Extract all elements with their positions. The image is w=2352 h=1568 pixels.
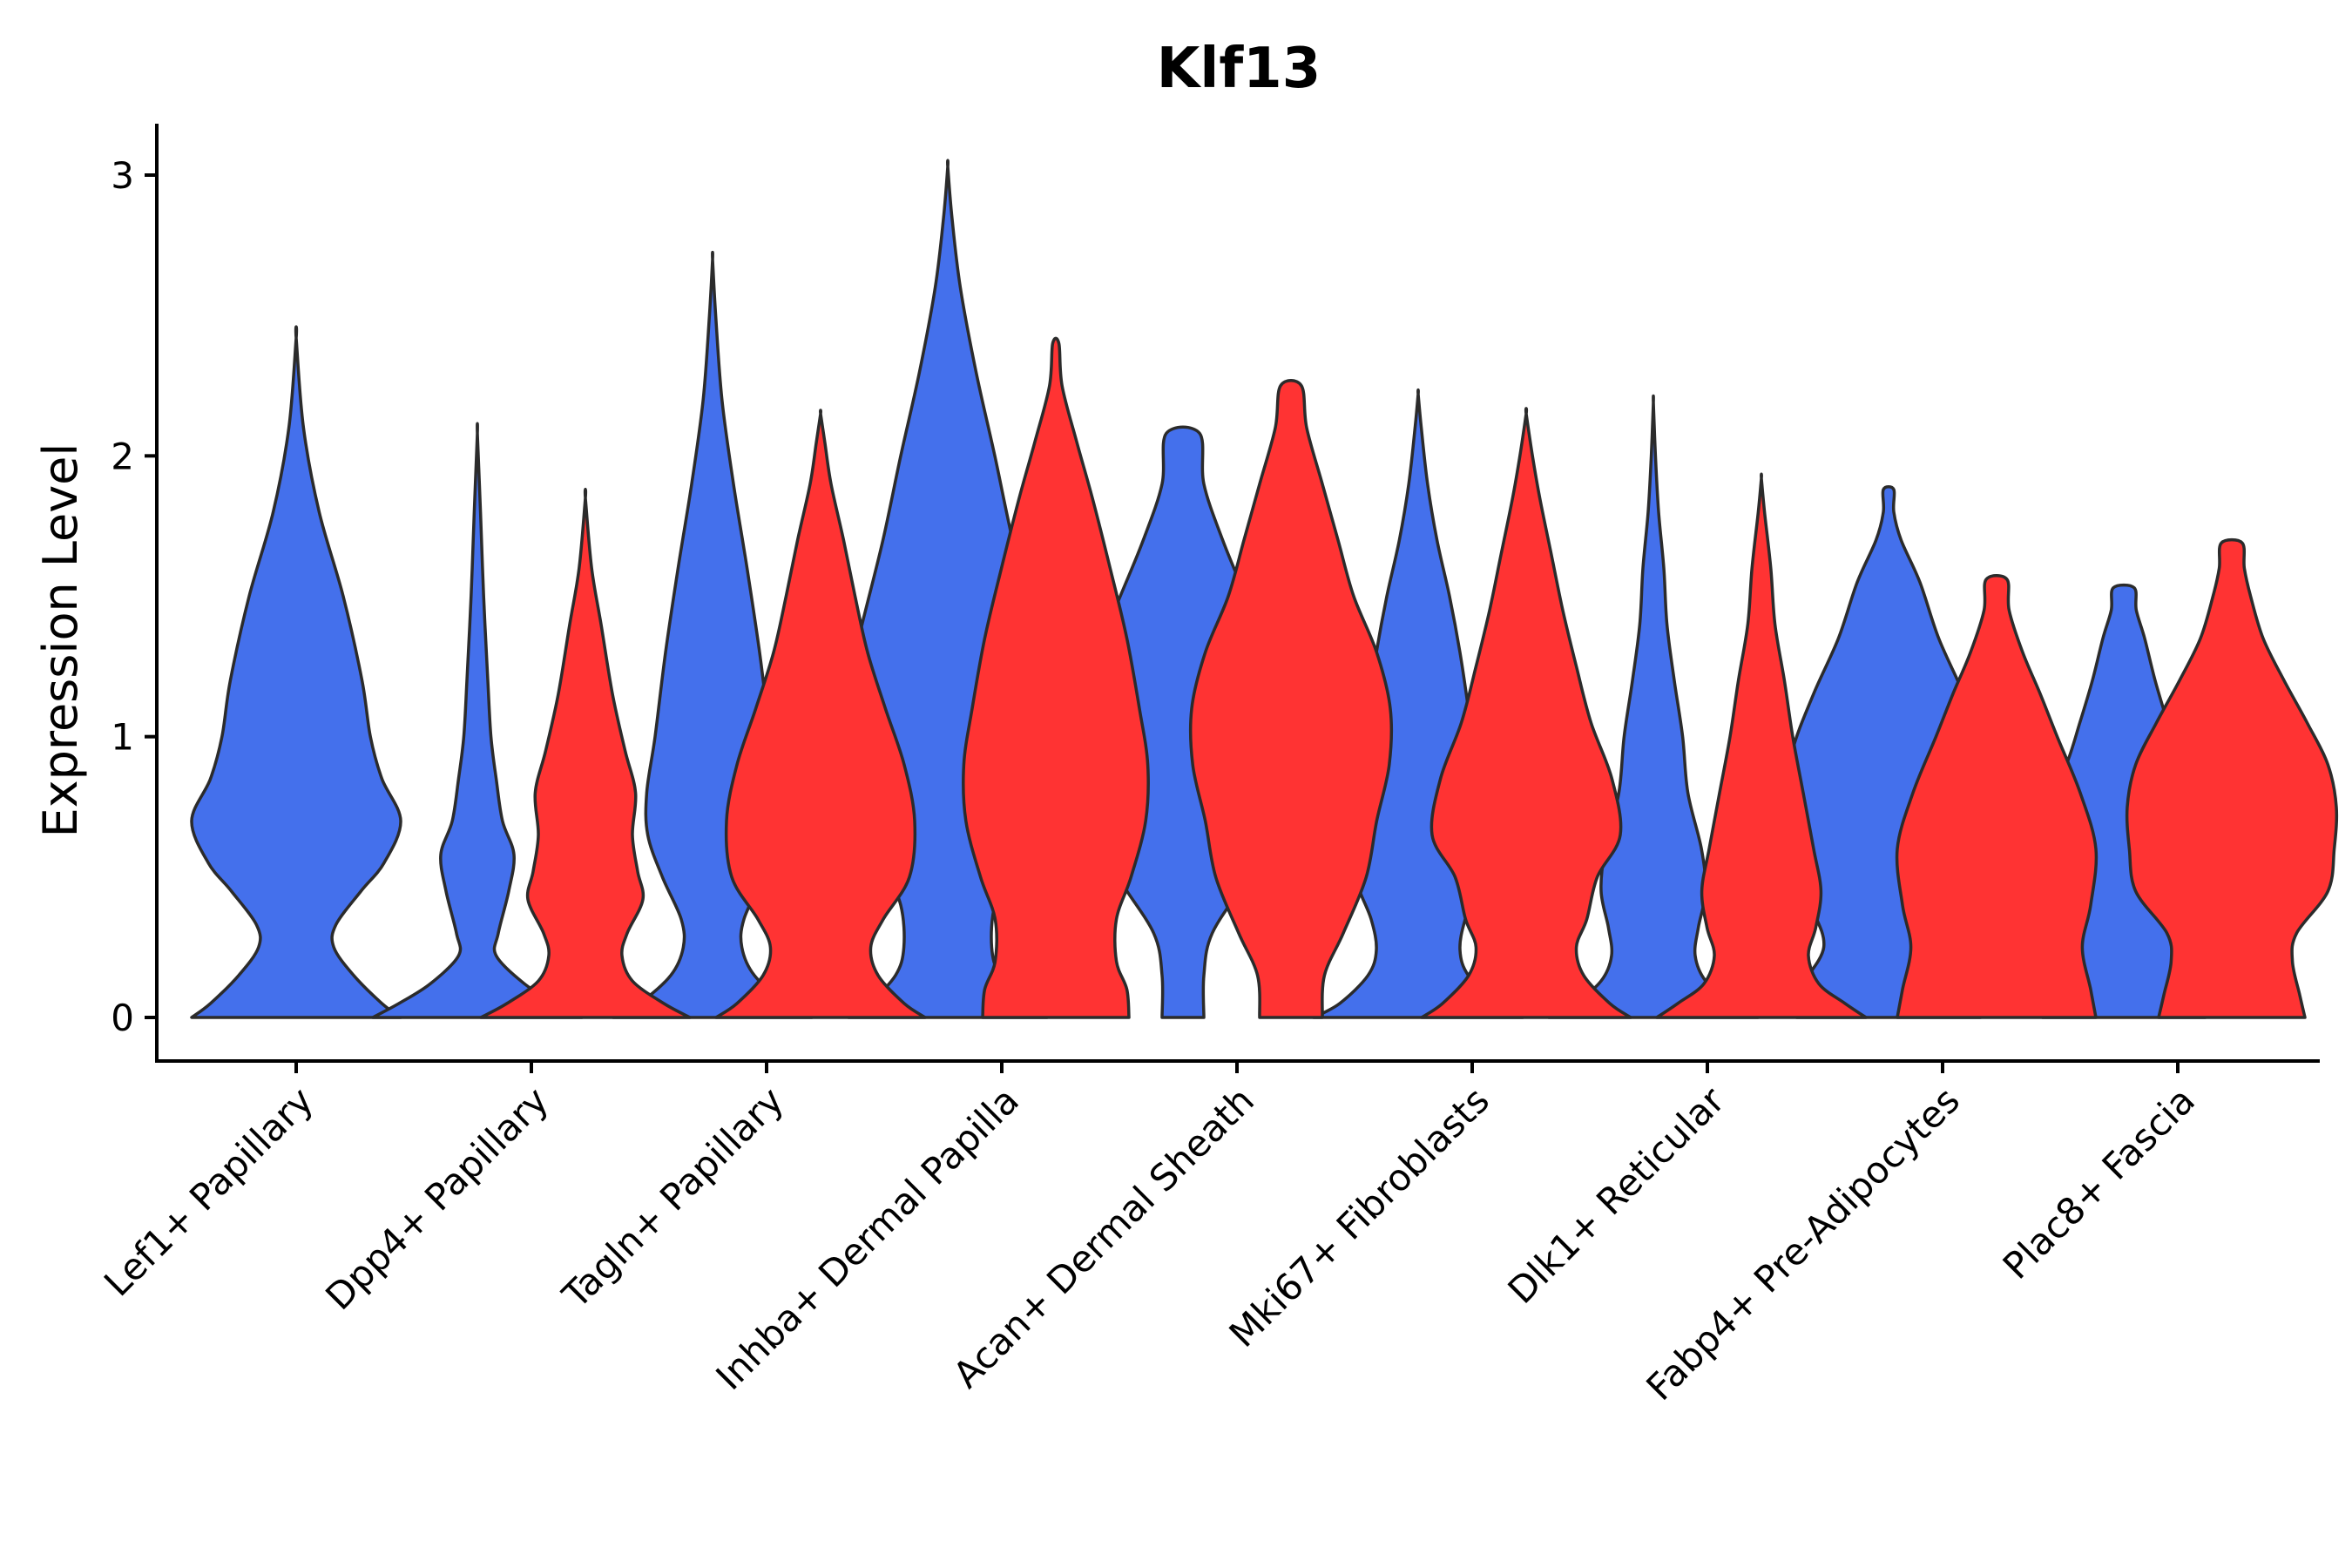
violin-red-plac8-fascia <box>2125 537 2339 1019</box>
y-axis-label: Expression Level <box>33 443 88 838</box>
y-tick-label-3: 3 <box>111 154 134 197</box>
x-tick-label-plac8-fascia: Plac8+ Fascia <box>1995 1078 2203 1287</box>
violin-layer <box>190 159 2339 1019</box>
chart-title: Klf13 <box>1157 37 1321 101</box>
violin-red-tagln-papillary <box>714 409 927 1019</box>
violin-red-dlk1-reticular <box>1655 472 1868 1019</box>
x-tick-label-lef1-papillary: Lef1+ Papillary <box>96 1078 321 1304</box>
violin-blue-lef1-papillary <box>190 325 402 1019</box>
violin-red-acan-dermal-sheath <box>1188 378 1394 1019</box>
violin-red-inhba-dermal-papilla <box>962 336 1150 1019</box>
violin-blue-dpp4-papillary <box>371 422 584 1019</box>
y-tick-label-1: 1 <box>111 716 134 759</box>
violin-red-mki67-fibroblasts <box>1420 407 1632 1019</box>
y-axis-ticks: 0 1 2 3 <box>111 154 157 1039</box>
y-tick-label-2: 2 <box>111 435 134 477</box>
x-tick-label-dpp4-papillary: Dpp4+ Papillary <box>317 1078 557 1318</box>
x-tick-label-dlk1-reticular: Dlk1+ Reticular <box>1500 1078 1734 1312</box>
y-tick-label-0: 0 <box>111 997 134 1039</box>
x-tick-label-mki67-fibroblasts: Mki67+ Fibroblasts <box>1221 1078 1497 1355</box>
x-tick-label-tagln-papillary: Tagln+ Papillary <box>554 1078 792 1316</box>
violin-red-dpp4-papillary <box>479 487 692 1019</box>
violin-red-fabp4-pre-adipocytes <box>1895 574 2099 1019</box>
